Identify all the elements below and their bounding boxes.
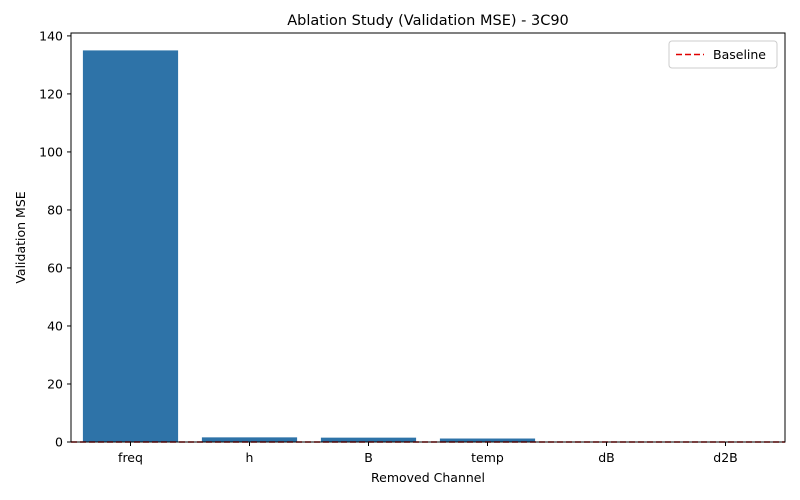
x-tick-label-h: h: [246, 450, 254, 465]
x-tick-label-temp: temp: [471, 450, 504, 465]
x-tick-label-d2B: d2B: [713, 450, 737, 465]
x-axis-label: Removed Channel: [371, 470, 485, 485]
y-axis-label: Validation MSE: [13, 191, 28, 283]
x-tick-label-dB: dB: [598, 450, 615, 465]
chart-title: Ablation Study (Validation MSE) - 3C90: [287, 13, 569, 29]
legend-box: [668, 40, 778, 69]
x-tick-label-freq: freq: [118, 450, 143, 465]
legend: Baseline: [668, 40, 778, 69]
y-tick-label-20: 20: [47, 376, 63, 391]
bar-h: [201, 437, 298, 442]
y-tick-label-0: 0: [55, 435, 63, 450]
y-tick-label-40: 40: [47, 318, 63, 333]
bar-temp: [439, 438, 536, 442]
legend-baseline-label: Baseline: [713, 47, 766, 62]
plot-frame: [70, 32, 786, 443]
y-tick-label-100: 100: [39, 144, 63, 159]
y-tick-label-80: 80: [47, 202, 63, 217]
y-tick-label-140: 140: [39, 28, 63, 43]
x-tick-label-B: B: [364, 450, 373, 465]
bar-freq: [82, 50, 179, 442]
y-tick-label-60: 60: [47, 260, 63, 275]
bar-B: [320, 437, 417, 442]
y-axis: 0 20 40 60 80 100 120 140: [39, 28, 71, 450]
y-tick-label-120: 120: [39, 86, 63, 101]
bars-group: [82, 50, 774, 442]
